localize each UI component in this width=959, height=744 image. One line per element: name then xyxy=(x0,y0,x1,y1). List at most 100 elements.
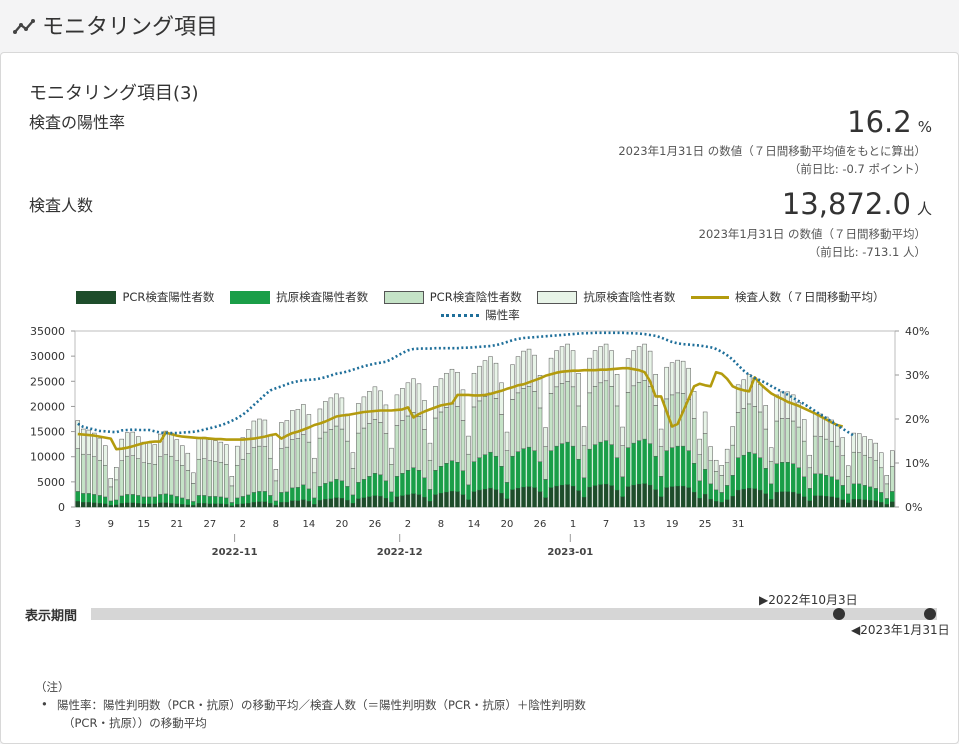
bar-segment xyxy=(796,493,801,508)
bar-segment xyxy=(174,503,180,508)
x-tick-label: 21 xyxy=(170,519,183,530)
bar-segment xyxy=(719,475,724,493)
bar-segment xyxy=(108,478,114,488)
x-tick-label: 8 xyxy=(273,519,279,530)
x-tick-label: 26 xyxy=(369,519,382,530)
bar-segment xyxy=(207,503,213,508)
bar-segment xyxy=(482,360,488,397)
bar-segment xyxy=(125,455,130,495)
x-tick-label: 26 xyxy=(534,519,547,530)
bar-segment xyxy=(268,435,273,459)
tests-diff: （前日比: -713.1 人） xyxy=(808,245,926,259)
bar-segment xyxy=(801,476,807,497)
bar-segment xyxy=(290,500,295,508)
bar-segment xyxy=(702,469,708,495)
bar-segment xyxy=(433,386,438,419)
bar-segment xyxy=(394,425,400,477)
bar-segment xyxy=(856,498,862,508)
bar-segment xyxy=(350,452,356,469)
period-end-handle[interactable] xyxy=(924,608,936,620)
bar-segment xyxy=(686,399,691,451)
x-tick-label: 31 xyxy=(732,519,745,530)
bar-segment xyxy=(202,436,207,459)
bar-segment xyxy=(807,500,812,508)
bar-segment xyxy=(801,440,807,478)
bar-segment xyxy=(339,397,345,430)
bar-segment xyxy=(609,386,614,445)
bar-segment xyxy=(130,494,136,503)
bar-segment xyxy=(570,350,576,388)
bar-segment xyxy=(581,477,587,498)
y-tick-label: 5000 xyxy=(37,476,65,489)
bar-segment xyxy=(251,501,257,508)
bar-segment xyxy=(884,503,889,508)
bar-segment xyxy=(801,419,807,442)
bar-segment xyxy=(328,498,334,508)
period-start-handle[interactable] xyxy=(833,608,845,620)
bar-segment xyxy=(741,488,746,508)
bar-segment xyxy=(471,491,477,508)
bar-segment xyxy=(125,432,130,457)
bar-segment xyxy=(196,502,202,508)
bar-segment xyxy=(598,484,603,508)
bar-segment xyxy=(471,461,477,492)
bar-segment xyxy=(658,476,664,497)
bar-segment xyxy=(312,497,317,505)
bar-segment xyxy=(339,480,345,499)
bar-segment xyxy=(862,454,867,486)
bar-segment xyxy=(152,503,158,508)
bar-segment xyxy=(713,459,719,472)
bar-segment xyxy=(829,441,834,478)
notes-item-cont: （PCR・抗原））の移動平均 xyxy=(63,716,207,730)
bar-segment xyxy=(86,429,91,455)
bar-segment xyxy=(279,501,284,508)
bar-segment xyxy=(103,445,108,466)
bar-segment xyxy=(779,418,785,463)
bar-segment xyxy=(510,489,515,508)
bar-segment xyxy=(455,371,460,407)
bar-segment xyxy=(680,445,686,487)
legend-item-tests-average[interactable]: 検査人数（７日間移動平均） xyxy=(691,289,885,305)
bar-segment xyxy=(400,495,405,508)
positivity-unit: % xyxy=(917,118,932,136)
bar-segment xyxy=(543,427,548,447)
legend-item-pcr-positive[interactable]: PCR検査陽性者数 xyxy=(76,289,214,305)
bar-segment xyxy=(92,494,97,503)
bar-segment xyxy=(262,491,268,502)
bar-segment xyxy=(548,450,554,488)
bar-segment xyxy=(449,490,455,508)
legend-item-antigen-positive[interactable]: 抗原検査陽性者数 xyxy=(230,289,368,305)
bar-segment xyxy=(592,386,598,445)
legend-item-positivity-rate[interactable]: 陽性率 xyxy=(441,307,520,323)
bar-segment xyxy=(147,463,152,498)
legend-label: PCR検査陽性者数 xyxy=(122,290,215,304)
bar-segment xyxy=(202,458,207,496)
period-slider-track[interactable] xyxy=(91,608,937,620)
bar-segment xyxy=(834,497,840,508)
bar-segment xyxy=(879,467,884,493)
bar-segment xyxy=(169,494,174,504)
bar-segment xyxy=(570,485,576,508)
bar-segment xyxy=(185,499,191,505)
bar-segment xyxy=(460,420,466,472)
bar-segment xyxy=(81,501,86,508)
legend-item-antigen-negative[interactable]: 抗原検査陰性者数 xyxy=(537,289,675,305)
trend-line-icon xyxy=(13,19,35,34)
card-title: モニタリング項目(3) xyxy=(29,83,199,104)
legend-item-pcr-negative[interactable]: PCR検査陰性者数 xyxy=(383,289,522,305)
bar-segment xyxy=(290,439,295,489)
bar-segment xyxy=(708,483,713,500)
bar-segment xyxy=(873,500,878,508)
bar-segment xyxy=(801,496,807,508)
bar-segment xyxy=(405,494,411,508)
bar-segment xyxy=(207,439,213,461)
bar-segment xyxy=(713,471,719,491)
bar-segment xyxy=(488,451,493,489)
bar-segment xyxy=(207,460,213,497)
x-tick-label: 7 xyxy=(603,519,609,530)
bar-segment xyxy=(658,446,664,477)
bar-segment xyxy=(890,450,895,467)
bar-segment xyxy=(422,400,427,430)
bar-segment xyxy=(108,500,114,506)
bar-segment xyxy=(543,479,548,498)
